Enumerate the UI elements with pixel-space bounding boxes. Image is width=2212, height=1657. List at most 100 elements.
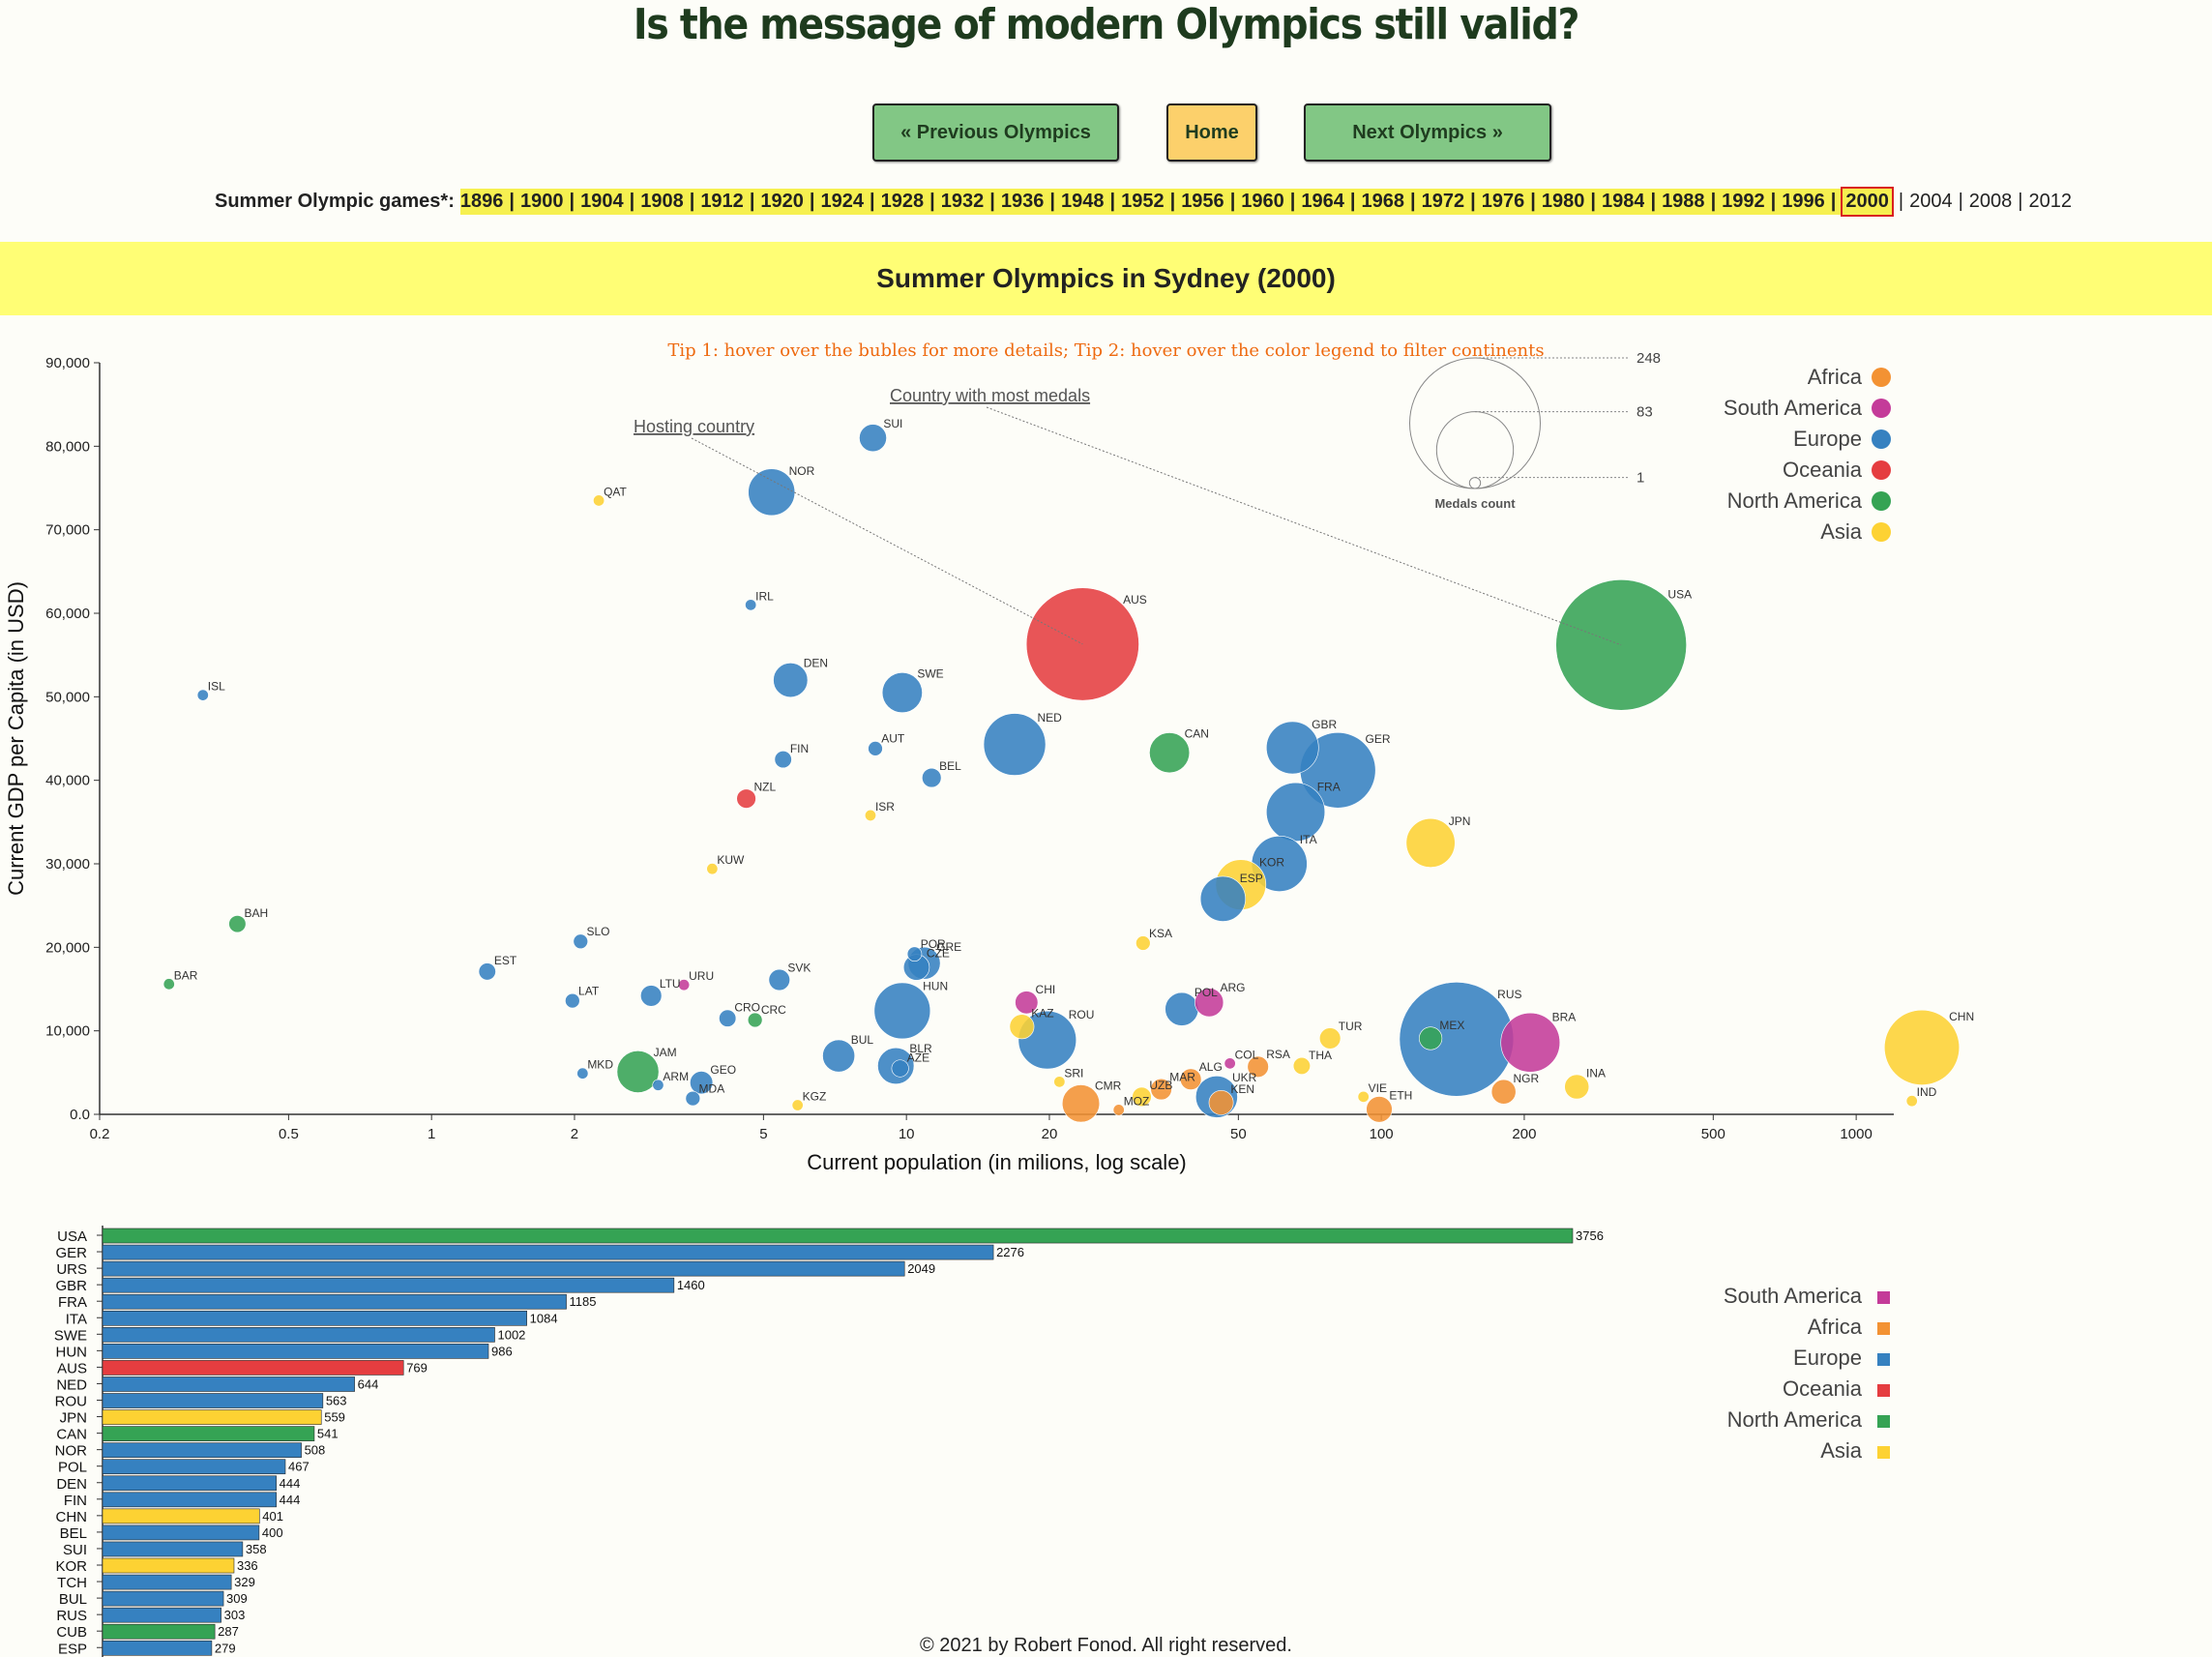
bubble-mex[interactable] (1419, 1026, 1443, 1050)
bubble-ned[interactable] (983, 713, 1047, 776)
bubble-ken[interactable] (1208, 1090, 1234, 1115)
bubble-qat[interactable] (593, 494, 605, 507)
year-link-2008[interactable]: 2008 (1968, 190, 2013, 212)
year-link-1920[interactable]: 1920 (760, 188, 804, 215)
bubble-crc[interactable] (747, 1012, 763, 1028)
bubble-nzl[interactable] (736, 788, 756, 809)
year-link-1996[interactable]: 1996 (1782, 188, 1825, 215)
year-link-1948[interactable]: 1948 (1060, 188, 1105, 215)
year-link-2000[interactable]: 2000 (1841, 186, 1894, 217)
bubble-mkd[interactable] (576, 1067, 589, 1080)
bubble-chi[interactable] (1015, 991, 1039, 1015)
year-link-1912[interactable]: 1912 (700, 188, 744, 215)
bar-esp[interactable] (102, 1640, 213, 1656)
bubble-svk[interactable] (768, 968, 790, 991)
bubble-hun[interactable] (873, 982, 931, 1040)
bar-legend-item-asia[interactable]: Asia (1820, 1438, 1863, 1463)
bubble-kaz[interactable] (1009, 1014, 1035, 1040)
bubble-por[interactable] (906, 946, 923, 962)
bar-rou[interactable] (102, 1393, 324, 1408)
bar-legend-item-africa[interactable]: Africa (1808, 1315, 1863, 1339)
bar-hun[interactable] (102, 1344, 489, 1359)
bar-jpn[interactable] (102, 1409, 322, 1425)
bubble-fin[interactable] (774, 751, 792, 769)
bubble-bra[interactable] (1500, 1012, 1561, 1073)
bubble-bul[interactable] (822, 1039, 856, 1073)
bar-nor[interactable] (102, 1442, 302, 1458)
bubble-cmr[interactable] (1061, 1084, 1101, 1123)
bubble-isl[interactable] (196, 689, 209, 701)
year-link-1908[interactable]: 1908 (640, 188, 684, 215)
bar-bel[interactable] (102, 1524, 260, 1541)
bubble-nor[interactable] (748, 468, 796, 517)
bubble-ksa[interactable] (1135, 935, 1151, 951)
bar-urs[interactable] (102, 1260, 905, 1277)
year-link-1964[interactable]: 1964 (1301, 188, 1344, 215)
bubble-vie[interactable] (1357, 1090, 1370, 1103)
bubble-sri[interactable] (1053, 1076, 1066, 1088)
bar-legend-item-south-america[interactable]: South America (1724, 1284, 1863, 1308)
year-link-1924[interactable]: 1924 (820, 188, 865, 215)
bubble-tur[interactable] (1318, 1027, 1342, 1050)
legend-item-north-america[interactable]: North America (1727, 488, 1863, 513)
bar-ita[interactable] (102, 1310, 527, 1326)
bubble-geo[interactable] (690, 1071, 714, 1095)
bubble-lat[interactable] (565, 992, 580, 1009)
bar-den[interactable] (102, 1475, 277, 1492)
year-link-1896[interactable]: 1896 (459, 188, 504, 215)
bubble-isr[interactable] (864, 809, 876, 821)
bubble-aze[interactable] (891, 1059, 909, 1078)
bar-fra[interactable] (102, 1293, 567, 1310)
bubble-pol[interactable] (1165, 991, 1199, 1026)
bar-tch[interactable] (102, 1574, 232, 1590)
bar-swe[interactable] (102, 1327, 495, 1343)
legend-item-south-america[interactable]: South America (1724, 396, 1863, 420)
year-link-1900[interactable]: 1900 (519, 188, 564, 215)
bubble-swe[interactable] (881, 672, 923, 714)
bubble-ltu[interactable] (640, 985, 663, 1007)
bubble-slo[interactable] (573, 933, 589, 950)
bubble-uzb[interactable] (1132, 1086, 1152, 1108)
bubble-sui[interactable] (859, 424, 887, 453)
bar-legend-item-oceania[interactable]: Oceania (1783, 1376, 1863, 1401)
bubble-kgz[interactable] (791, 1099, 804, 1111)
bubble-alg[interactable] (1179, 1068, 1202, 1090)
year-link-1960[interactable]: 1960 (1241, 188, 1284, 215)
bubble-est[interactable] (478, 962, 496, 981)
bubble-ind[interactable] (1905, 1095, 1918, 1108)
legend-item-oceania[interactable]: Oceania (1783, 458, 1863, 482)
bar-legend-item-europe[interactable]: Europe (1793, 1346, 1862, 1370)
bar-aus[interactable] (102, 1360, 404, 1376)
year-link-1980[interactable]: 1980 (1541, 188, 1585, 215)
bubble-tha[interactable] (1292, 1056, 1311, 1075)
bubble-aus[interactable] (1025, 587, 1139, 701)
bubble-gbr[interactable] (1265, 721, 1319, 775)
year-link-2004[interactable]: 2004 (1909, 190, 1953, 212)
bubble-kuw[interactable] (706, 863, 719, 875)
home-button[interactable]: Home (1166, 104, 1257, 162)
bar-chn[interactable] (102, 1508, 260, 1524)
year-link-1976[interactable]: 1976 (1481, 188, 1525, 215)
previous-olympics-button[interactable]: « Previous Olympics (872, 104, 1119, 162)
bar-fin[interactable] (102, 1492, 277, 1508)
bubble-chn[interactable] (1883, 1009, 1961, 1085)
bar-cub[interactable] (102, 1623, 216, 1640)
bubble-rus[interactable] (1399, 982, 1515, 1097)
bar-legend-item-north-america[interactable]: North America (1727, 1407, 1863, 1432)
year-link-1968[interactable]: 1968 (1361, 188, 1405, 215)
bubble-mar[interactable] (1150, 1078, 1172, 1101)
bubble-aut[interactable] (868, 741, 883, 756)
year-link-1952[interactable]: 1952 (1121, 188, 1165, 215)
bar-bul[interactable] (102, 1590, 224, 1607)
year-link-1936[interactable]: 1936 (1000, 188, 1045, 215)
bar-ger[interactable] (102, 1244, 994, 1260)
bubble-arg[interactable] (1194, 988, 1224, 1018)
bubble-irl[interactable] (745, 599, 757, 611)
bar-sui[interactable] (102, 1541, 244, 1557)
legend-item-asia[interactable]: Asia (1820, 519, 1863, 544)
bubble-ngr[interactable] (1490, 1079, 1517, 1105)
bar-rus[interactable] (102, 1607, 221, 1623)
bubble-col[interactable] (1224, 1057, 1236, 1070)
bubble-eth[interactable] (1366, 1096, 1393, 1123)
bar-kor[interactable] (102, 1557, 235, 1574)
